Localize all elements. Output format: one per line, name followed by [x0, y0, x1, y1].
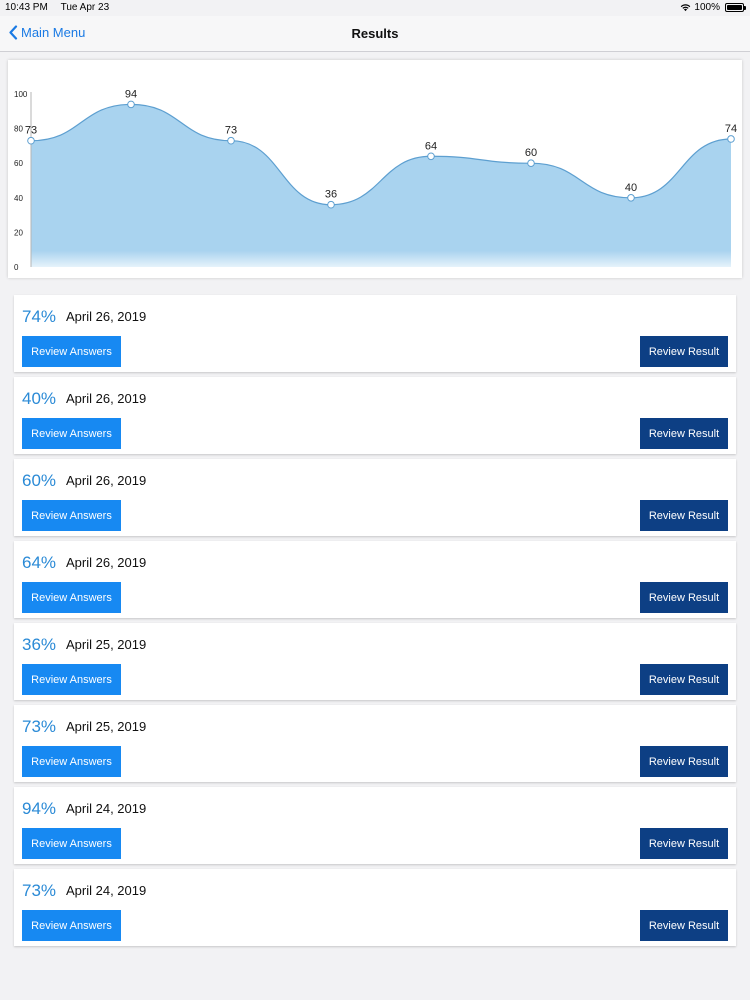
data-label: 74	[725, 123, 737, 135]
battery-icon	[725, 3, 746, 12]
result-date: April 25, 2019	[66, 637, 147, 652]
review-result-button[interactable]: Review Result	[640, 746, 728, 777]
results-list: 74% April 26, 2019 Review Answers Review…	[14, 295, 736, 951]
review-answers-button[interactable]: Review Answers	[22, 500, 121, 531]
data-label: 73	[225, 125, 237, 137]
review-answers-button[interactable]: Review Answers	[22, 582, 121, 613]
result-card: 64% April 26, 2019 Review Answers Review…	[14, 541, 736, 618]
review-answers-button[interactable]: Review Answers	[22, 746, 121, 777]
result-date: April 25, 2019	[66, 719, 147, 734]
data-label: 94	[125, 88, 137, 100]
result-score: 40%	[22, 389, 57, 408]
status-bar: 10:43 PM Tue Apr 23 100%	[0, 0, 750, 16]
y-tick-label: 60	[14, 159, 23, 168]
review-result-button[interactable]: Review Result	[640, 500, 728, 531]
review-result-button[interactable]: Review Result	[640, 828, 728, 859]
result-card: 74% April 26, 2019 Review Answers Review…	[14, 295, 736, 372]
data-point	[27, 136, 35, 145]
chart-series-line	[30, 103, 732, 206]
result-score: 94%	[22, 799, 57, 818]
y-tick-label: 100	[14, 90, 28, 99]
result-card: 40% April 26, 2019 Review Answers Review…	[14, 377, 736, 454]
results-chart: 0 20 40 60 80 100 73 94 73 36 64 60 40 74	[14, 88, 737, 272]
result-score: 73%	[22, 717, 57, 736]
back-button[interactable]: Main Menu	[8, 25, 85, 40]
data-point	[127, 100, 135, 109]
result-card: 94% April 24, 2019 Review Answers Review…	[14, 787, 736, 864]
result-date: April 26, 2019	[66, 555, 147, 570]
data-label: 40	[625, 182, 637, 194]
result-date: April 26, 2019	[66, 473, 147, 488]
result-score: 74%	[22, 307, 57, 326]
result-score: 73%	[22, 881, 57, 900]
result-card: 36% April 25, 2019 Review Answers Review…	[14, 623, 736, 700]
page-title: Results	[351, 26, 399, 41]
result-date: April 24, 2019	[66, 883, 147, 898]
results-chart-card: 0 20 40 60 80 100 73 94 73 36 64 60 40 74	[8, 60, 742, 278]
result-score: 64%	[22, 553, 57, 572]
back-button-label: Main Menu	[21, 25, 86, 40]
review-result-button[interactable]: Review Result	[640, 910, 728, 941]
result-date: April 24, 2019	[66, 801, 147, 816]
data-label: 64	[425, 140, 437, 152]
result-date: April 26, 2019	[66, 391, 147, 406]
y-tick-label: 0	[14, 263, 19, 272]
result-card: 73% April 25, 2019 Review Answers Review…	[14, 705, 736, 782]
data-label: 73	[25, 125, 37, 137]
result-card: 73% April 24, 2019 Review Answers Review…	[14, 869, 736, 946]
review-result-button[interactable]: Review Result	[640, 336, 728, 367]
review-answers-button[interactable]: Review Answers	[22, 336, 121, 367]
data-point	[527, 159, 535, 167]
result-score: 60%	[22, 471, 57, 490]
y-tick-label: 20	[14, 228, 23, 237]
data-point	[727, 135, 735, 143]
data-point	[427, 152, 435, 161]
status-time: 10:43 PM	[5, 2, 48, 13]
review-result-button[interactable]: Review Result	[640, 664, 728, 695]
chart-area-fill	[31, 104, 731, 267]
review-result-button[interactable]: Review Result	[640, 418, 728, 449]
review-answers-button[interactable]: Review Answers	[22, 664, 121, 695]
data-point	[327, 200, 335, 209]
y-tick-label: 80	[14, 125, 23, 134]
review-answers-button[interactable]: Review Answers	[22, 828, 121, 859]
data-point	[227, 136, 235, 145]
review-result-button[interactable]: Review Result	[640, 582, 728, 613]
result-date: April 26, 2019	[66, 309, 147, 324]
y-tick-label: 40	[14, 194, 23, 203]
review-answers-button[interactable]: Review Answers	[22, 418, 121, 449]
data-label: 60	[525, 147, 537, 159]
data-point	[627, 194, 635, 202]
status-date: Tue Apr 23	[60, 2, 110, 13]
data-label: 36	[325, 189, 337, 201]
wifi-icon	[681, 4, 691, 12]
chevron-left-icon	[9, 25, 18, 40]
result-score: 36%	[22, 635, 57, 654]
battery-percent: 100%	[694, 2, 720, 13]
navigation-bar: Main Menu Results	[0, 16, 750, 52]
review-answers-button[interactable]: Review Answers	[22, 910, 121, 941]
result-card: 60% April 26, 2019 Review Answers Review…	[14, 459, 736, 536]
